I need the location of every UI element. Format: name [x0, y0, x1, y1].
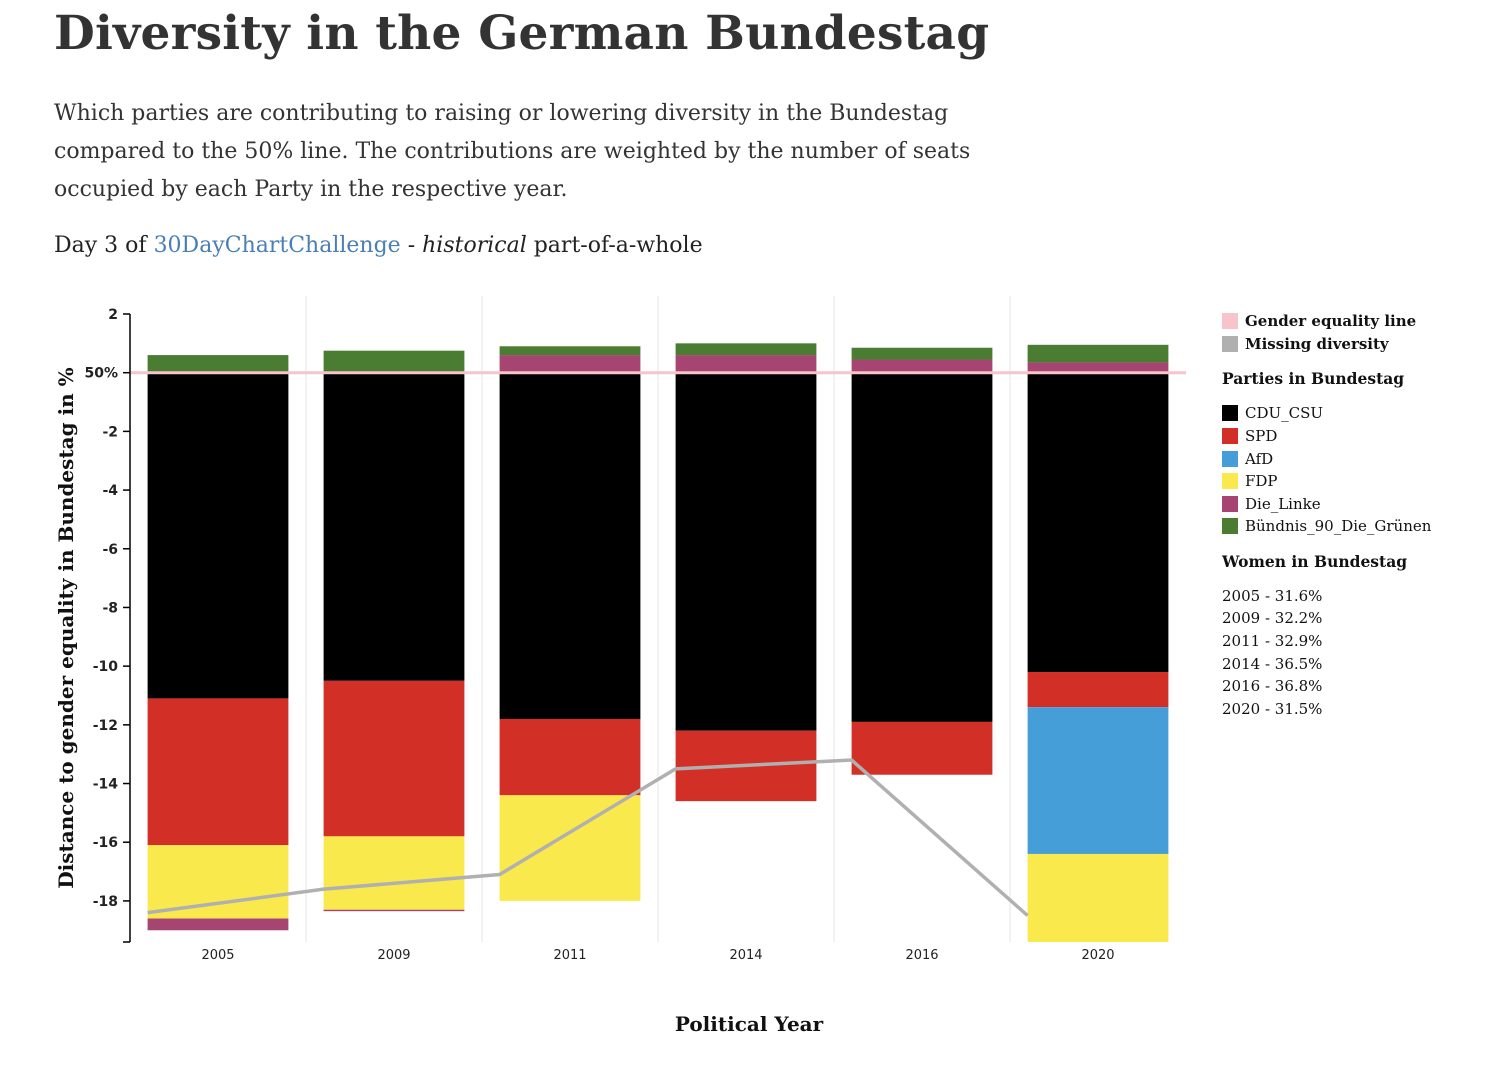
bar-bündnis_90_die_grünen-2014: [675, 343, 817, 356]
bar-afd-2020: [1027, 707, 1169, 854]
x-tick-label: 2011: [553, 948, 586, 963]
legend-women-item: 2005 - 31.6%: [1222, 586, 1323, 605]
challenge-prefix: Day 3 of: [54, 233, 154, 258]
challenge-emphasis: historical: [422, 233, 527, 258]
y-tick-label: -16: [93, 835, 118, 851]
challenge-line: Day 3 of 30DayChartChallenge - historica…: [54, 233, 703, 258]
bar-fdp-2011: [499, 795, 641, 901]
bar-spd-2005: [147, 698, 289, 846]
y-tick-label: -10: [93, 659, 119, 675]
legend-party-item: Bündnis_90_Die_Grünen: [1222, 515, 1482, 538]
y-tick-label: -12: [93, 718, 118, 734]
bar-bündnis_90_die_grünen-2005: [147, 355, 289, 373]
x-tick-label: 2009: [377, 948, 410, 963]
legend-label: SPD: [1245, 427, 1278, 446]
x-tick-label: 2014: [729, 948, 762, 963]
legend-parties-title: Parties in Bundestag: [1222, 369, 1405, 389]
bar-die_linke-2005: [147, 918, 289, 931]
legend-women-item: 2020 - 31.5%: [1222, 699, 1323, 718]
legend-label: FDP: [1245, 472, 1278, 491]
y-tick-label: -14: [93, 777, 119, 793]
legend-party-item: SPD: [1222, 425, 1482, 448]
y-tick-label: -4: [102, 483, 118, 499]
bar-cdu_csu-2016: [851, 372, 993, 722]
y-tick-label: -18: [93, 894, 118, 910]
diversity-chart: 2 50% -2 -4 -6 -8 -10 -12 -14 -16 -18 2005 2009 2011…: [54, 296, 1186, 1036]
bar-fdp-2020: [1027, 853, 1169, 942]
legend-women-item: 2009 - 32.2%: [1222, 609, 1323, 628]
x-tick-label: 2016: [905, 948, 938, 963]
legend-party-item: FDP: [1222, 470, 1482, 493]
chart-grid: [305, 296, 1011, 942]
bar-bündnis_90_die_grünen-2009: [323, 350, 465, 373]
bar-die_linke-2011: [499, 355, 641, 373]
legend-swatch: [1222, 473, 1238, 490]
y-tick-label: -6: [102, 542, 118, 558]
bar-die_linke-2016: [851, 359, 993, 373]
chart-bars: [147, 343, 1169, 942]
bar-spd-2020: [1027, 672, 1169, 708]
legend: Gender equality line Missing diversity Pa…: [1222, 310, 1482, 720]
challenge-dash: -: [400, 233, 423, 258]
y-tick-label: 50%: [84, 366, 118, 382]
x-tick-label: 2005: [201, 948, 234, 963]
legend-label: AfD: [1245, 449, 1274, 468]
legend-label: CDU_CSU: [1245, 404, 1324, 423]
legend-label: Missing diversity: [1245, 334, 1389, 353]
bar-bündnis_90_die_grünen-2011: [499, 346, 641, 356]
legend-women: 2005 - 31.6% 2009 - 32.2% 2011 - 32.9% 2014…: [1222, 585, 1482, 721]
legend-label: Bündnis_90_Die_Grünen: [1245, 517, 1432, 536]
legend-swatch: [1222, 313, 1238, 330]
missing-diversity-group: [147, 758, 1029, 917]
bar-fdp-2005: [147, 845, 289, 919]
bar-die_linke-2020: [1027, 362, 1169, 373]
bar-bündnis_90_die_grünen-2020: [1027, 344, 1169, 363]
y-tick-label: -8: [102, 600, 118, 616]
legend-swatch: [1222, 405, 1238, 422]
legend-lines: Gender equality line Missing diversity: [1222, 310, 1482, 355]
legend-swatch: [1222, 495, 1238, 512]
challenge-suffix: part-of-a-whole: [526, 233, 703, 258]
legend-swatch: [1222, 518, 1238, 535]
page-subtitle: Which parties are contributing to raisin…: [54, 101, 971, 202]
bar-cdu_csu-2020: [1027, 372, 1169, 673]
legend-line-item: Missing diversity: [1222, 333, 1482, 356]
legend-swatch: [1222, 335, 1238, 352]
bar-fdp-2009: [323, 836, 465, 910]
y-tick-label: -2: [102, 424, 118, 440]
bar-bündnis_90_die_grünen-2016: [851, 347, 993, 360]
bar-spd-2011: [499, 718, 641, 796]
bar-cdu_csu-2011: [499, 372, 641, 719]
missing-diversity-line: [147, 758, 1029, 917]
legend-parties: CDU_CSU SPD AfD FDP Die_Linke Bündnis_90_Die_…: [1222, 402, 1482, 538]
legend-women-item: 2014 - 36.5%: [1222, 654, 1323, 673]
legend-swatch: [1222, 428, 1238, 445]
legend-party-item: Die_Linke: [1222, 493, 1482, 516]
bar-die_linke-2014: [675, 355, 817, 373]
legend-line-item: Gender equality line: [1222, 310, 1482, 333]
legend-label: Die_Linke: [1245, 494, 1321, 513]
bar-spd-2009: [323, 680, 465, 837]
legend-label: Gender equality line: [1245, 312, 1417, 331]
bar-cdu_csu-2014: [675, 372, 817, 731]
page-title: Diversity in the German Bundestag: [54, 6, 990, 61]
legend-women-item: 2016 - 36.8%: [1222, 677, 1323, 696]
challenge-link[interactable]: 30DayChartChallenge: [153, 233, 401, 258]
legend-women-item: 2011 - 32.9%: [1222, 631, 1323, 650]
y-axis-title: Distance to gender equality in Bundestag…: [54, 367, 78, 888]
x-axis: 2005 2009 2011 2014 2016 2020: [201, 948, 1114, 963]
x-tick-label: 2020: [1081, 948, 1114, 963]
y-tick-label: 2: [108, 307, 118, 323]
bar-cdu_csu-2005: [147, 372, 289, 699]
bar-spd-2016: [851, 721, 993, 775]
legend-swatch: [1222, 450, 1238, 467]
legend-party-item: CDU_CSU: [1222, 402, 1482, 425]
bar-die_linke-2009: [323, 909, 465, 912]
y-axis: 2 50% -2 -4 -6 -8 -10 -12 -14 -16 -18: [84, 307, 131, 943]
legend-women-title: Women in Bundestag: [1222, 551, 1408, 571]
bar-cdu_csu-2009: [323, 372, 465, 681]
x-axis-title: Political Year: [675, 1012, 824, 1036]
legend-party-item: AfD: [1222, 447, 1482, 470]
